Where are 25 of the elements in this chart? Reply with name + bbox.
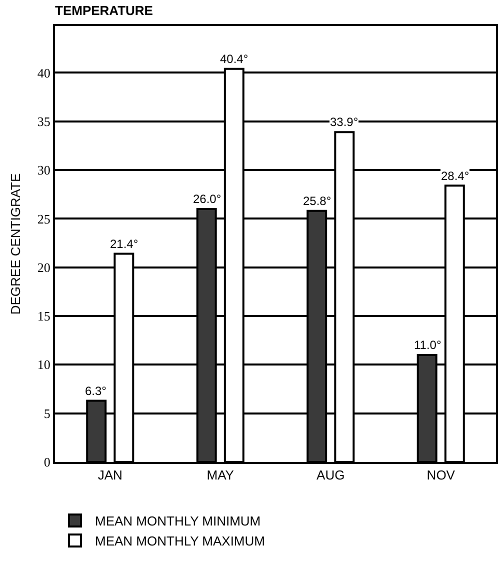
x-tick-label: MAY xyxy=(206,468,234,483)
y-tick-label: 25 xyxy=(37,211,50,226)
x-tick-label: NOV xyxy=(426,468,456,483)
legend-label: MEAN MONTHLY MINIMUM xyxy=(95,514,261,529)
x-tick-label: JAN xyxy=(98,468,122,483)
data-label: 25.8° xyxy=(303,194,332,208)
y-tick-label: 10 xyxy=(37,357,50,372)
y-tick-label: 30 xyxy=(37,162,50,178)
y-axis-title: DEGREE CENTIGRATE xyxy=(8,173,23,315)
data-label: 40.4° xyxy=(220,52,248,66)
data-label: 28.4° xyxy=(441,169,470,183)
data-label: 26.0° xyxy=(193,192,222,206)
data-label: 21.4° xyxy=(110,237,138,251)
y-tick-label: 0 xyxy=(44,454,50,470)
data-label: 11.0° xyxy=(414,338,442,352)
x-tick-label: AUG xyxy=(316,468,345,483)
chart-title: TEMPERATURE xyxy=(55,3,154,18)
y-tick-label: 5 xyxy=(44,406,50,421)
y-tick-label: 15 xyxy=(37,308,50,324)
y-tick-label: 20 xyxy=(37,260,50,275)
legend-label: MEAN MONTHLY MAXIMUM xyxy=(95,534,265,549)
data-label: 33.9° xyxy=(330,115,358,129)
data-label: 6.3° xyxy=(85,384,107,398)
y-tick-label: 40 xyxy=(37,65,50,80)
y-tick-label: 35 xyxy=(37,114,50,129)
